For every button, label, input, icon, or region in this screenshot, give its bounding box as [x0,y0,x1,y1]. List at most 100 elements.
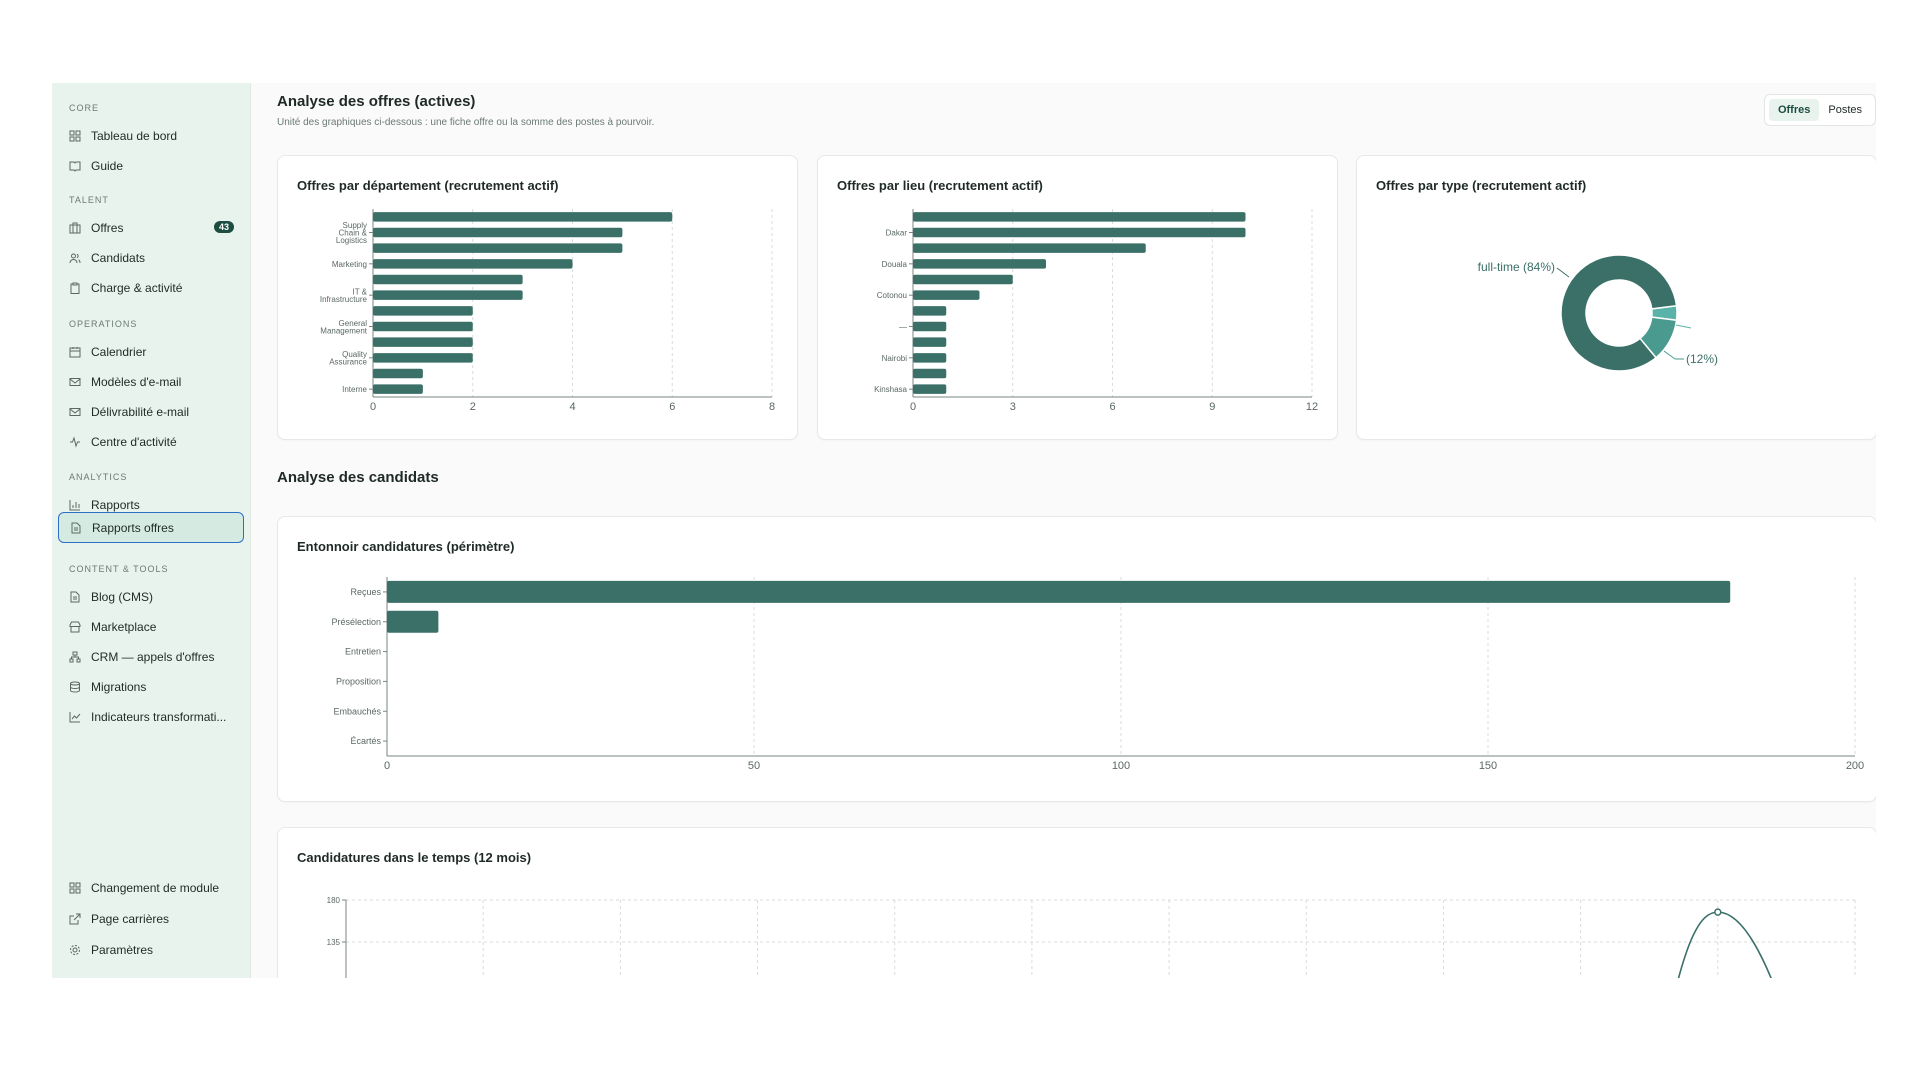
sidebar-item-label: Marketplace [91,620,157,634]
sidebar-item-label: Tableau de bord [91,129,178,143]
sidebar-item-calendrier[interactable]: Calendrier [58,338,244,366]
bar [373,227,623,238]
bar [373,337,473,347]
sidebar-item-charge-activite[interactable]: Charge & activité [58,274,244,302]
sidebar-item-label: Rapports offres [92,520,174,535]
sidebar-item-label: Centre d'activité [91,435,177,449]
sidebar-item-blog[interactable]: Blog (CMS) [58,583,244,611]
sidebar-item-label: Délivrabilité e-mail [91,405,190,419]
series-line [1677,911,1772,978]
x-tick-label: 6 [669,401,675,413]
x-tick-label: 200 [1846,760,1864,772]
sidebar-item-label: CRM — appels d'offres [91,650,215,664]
x-tick-label: 0 [370,401,376,413]
bar [373,384,423,394]
sidebar-item-changement-module[interactable]: Changement de module [58,874,244,902]
bar [913,290,980,300]
store-icon [68,620,82,634]
card-offres-departement: Offres par département (recrutement acti… [277,155,798,440]
bar [373,368,423,379]
sidebar-item-page-carrieres[interactable]: Page carrières [58,905,244,933]
sidebar-item-label: Rapports [91,498,140,512]
bar [913,243,1146,253]
sidebar-item-label: Charge & activité [91,281,183,295]
sidebar-item-offres[interactable]: Offres 43 [58,214,244,242]
file-text-icon [68,590,82,604]
sidebar: CORE Tableau de bord Guide TALENT Offres… [52,83,251,978]
chart-entonnoir: 0 50 100 150 200 Reçues Présélection Entretien P… [331,577,1864,772]
bar [373,353,473,363]
sidebar-item-label: Candidats [91,251,146,265]
clipboard-icon [68,281,82,295]
sidebar-section-label-core: CORE [69,103,100,113]
grid-icon [68,881,82,895]
sidebar-item-tableau-de-bord[interactable]: Tableau de bord [58,122,244,150]
sidebar-item-label: Changement de module [91,881,220,895]
y-tick-label: — [899,323,907,332]
toggle-postes[interactable]: Postes [1828,104,1862,116]
sidebar-item-label: Paramètres [91,943,154,957]
sidebar-item-parametres[interactable]: Paramètres [58,936,244,964]
sidebar-item-label: Guide [91,159,124,173]
x-tick-label: 100 [1112,760,1130,772]
slice-label: full-time (84%) [1478,260,1555,274]
sidebar-item-rapports[interactable]: Rapports [58,491,244,519]
sidebar-item-crm[interactable]: CRM — appels d'offres [58,643,244,671]
y-tick-label: 180 [327,896,341,905]
y-tick-label: Proposition [336,676,381,686]
sidebar-item-modeles-email[interactable]: Modèles d'e-mail [58,368,244,396]
bar [373,306,473,316]
sidebar-item-delivrabilite-email[interactable]: Délivrabilité e-mail [58,398,244,426]
leader-line [1675,324,1692,329]
x-tick-label: 50 [748,760,760,772]
toggle-offres[interactable]: Offres [1768,99,1820,121]
y-tick-label: Supply Chain & Logistics [336,221,368,245]
briefcase-icon [68,221,82,235]
sidebar-item-candidats[interactable]: Candidats [58,244,244,272]
sidebar-section-label-talent: TALENT [69,195,109,205]
mail-icon [68,375,82,389]
sidebar-item-marketplace[interactable]: Marketplace [58,613,244,641]
x-tick-label: 0 [910,401,916,413]
card-candidatures-temps: Candidatures dans le temps (12 mois) 180… [277,827,1876,978]
sidebar-item-label: Blog (CMS) [91,590,154,604]
bar [913,368,947,379]
bar [913,259,1046,269]
bar [913,212,1246,222]
slice-label: (12%) [1686,352,1718,366]
sidebar-item-label: Calendrier [91,345,147,359]
y-tick-label: Dakar [886,229,908,238]
chart-offres-departement: 0 2 4 6 8 Supply Chain & Logistics Marketing IT &… [320,209,775,413]
x-tick-label: 3 [1010,401,1016,413]
bar [373,259,573,269]
donut-slice [1560,254,1678,372]
bar [913,337,947,347]
y-tick-label: Embauchés [333,706,381,716]
y-tick-label: General Management [320,319,367,336]
sidebar-item-migrations[interactable]: Migrations [58,673,244,701]
y-tick-label: Interne [342,385,367,394]
sidebar-item-centre-activite[interactable]: Centre d'activité [58,428,244,456]
card-title: Candidatures dans le temps (12 mois) [297,850,532,865]
calendar-icon [68,345,82,359]
sidebar-item-indicateurs[interactable]: Indicateurs transformati... [58,703,244,731]
mail-check-icon [68,405,82,419]
x-tick-label: 4 [569,401,575,413]
trend-icon [68,710,82,724]
bar [913,321,947,332]
sidebar-item-rapports-offres[interactable]: Rapports offres [58,512,244,543]
y-tick-label: Nairobi [882,354,908,363]
dashboard-icon [68,129,82,143]
chart-offres-type: full-time (84%) (12%) [1478,254,1718,372]
y-tick-label: Quality Assurance [329,350,367,367]
bar [913,306,947,316]
page-subtitle: Unité des graphiques ci-dessous : une fi… [277,117,655,128]
sidebar-item-label: Offres [91,221,124,235]
x-tick-label: 9 [1209,401,1215,413]
peak-point [1714,908,1722,916]
sidebar-item-label: Modèles d'e-mail [91,375,182,389]
y-tick-label: Entretien [345,647,381,657]
bar [913,353,947,363]
bar [373,321,473,332]
sidebar-item-guide[interactable]: Guide [58,152,244,180]
